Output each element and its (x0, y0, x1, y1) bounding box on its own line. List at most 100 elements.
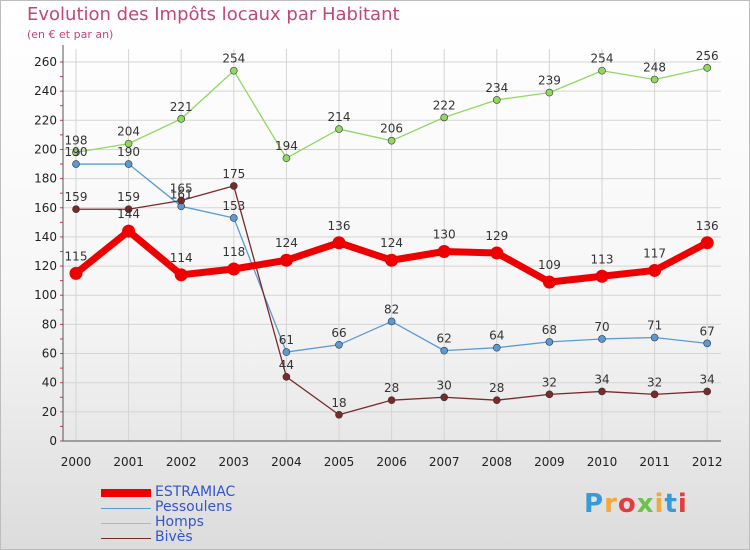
data-label-bives: 18 (331, 396, 346, 410)
x-tick-label: 2000 (61, 455, 92, 469)
data-point-bives (440, 393, 449, 402)
y-tick-label: 260 (34, 55, 57, 69)
data-point-bives (650, 390, 659, 399)
logo-letter: r (604, 489, 618, 519)
data-label-homps: 204 (117, 125, 140, 139)
data-point-estramiac (490, 246, 504, 260)
x-tick-label: 2008 (482, 455, 513, 469)
legend-swatch (101, 508, 151, 509)
data-label-bives: 32 (542, 375, 557, 389)
data-label-bives: 28 (489, 381, 504, 395)
data-point-homps (440, 113, 449, 122)
proxiti-logo: Proxiti (584, 489, 688, 519)
logo-letter: i (677, 489, 688, 519)
data-label-homps: 254 (222, 52, 245, 66)
data-label-pessoulens: 68 (542, 323, 557, 337)
data-label-pessoulens: 161 (170, 187, 193, 201)
data-label-pessoulens: 190 (65, 145, 88, 159)
data-point-estramiac (385, 253, 399, 267)
data-label-bives: 34 (594, 372, 609, 386)
legend-swatch (101, 489, 151, 497)
data-point-estramiac (700, 236, 714, 250)
x-tick-label: 2001 (113, 455, 144, 469)
logo-letter: t (664, 489, 678, 519)
legend-label: ESTRAMIAC (155, 484, 236, 500)
data-label-pessoulens: 64 (489, 329, 504, 343)
line-chart: 0 20 40 60 80 100 120 140 160 180 200 220 240 260 2000… (34, 45, 722, 469)
data-point-estramiac (122, 224, 136, 238)
data-label-pessoulens: 190 (117, 145, 140, 159)
y-tick-label: 140 (34, 230, 57, 244)
data-point-estramiac (279, 253, 293, 267)
x-tick-label: 2003 (219, 455, 250, 469)
y-tick-label: 60 (42, 347, 57, 361)
data-point-estramiac (595, 269, 609, 283)
data-label-estramiac: 130 (433, 228, 456, 242)
data-point-pessoulens (703, 339, 712, 348)
data-label-pessoulens: 153 (222, 199, 245, 213)
data-label-pessoulens: 67 (700, 324, 715, 338)
logo-letter: x (636, 489, 655, 519)
data-label-homps: 254 (591, 52, 614, 66)
data-label-estramiac: 114 (170, 251, 193, 265)
data-point-bives (703, 387, 712, 396)
x-tick-label: 2010 (587, 455, 618, 469)
x-tick-label: 2011 (639, 455, 670, 469)
data-point-bives (124, 205, 133, 214)
data-label-homps: 248 (643, 60, 666, 74)
data-label-estramiac: 136 (696, 219, 719, 233)
logo-letter: o (617, 489, 637, 519)
y-tick-label: 0 (49, 434, 57, 448)
data-label-homps: 234 (485, 81, 508, 95)
data-point-homps (72, 148, 80, 157)
data-label-pessoulens: 61 (279, 333, 294, 347)
series-layer (69, 64, 714, 419)
data-point-bives (387, 396, 396, 404)
x-tick-label: 2005 (324, 455, 355, 469)
legend-label: Homps (155, 514, 204, 530)
data-point-homps (492, 96, 501, 104)
data-label-homps: 194 (275, 139, 298, 153)
data-label-bives: 165 (170, 181, 193, 195)
axes: 0 20 40 60 80 100 120 140 160 180 200 220 240 260 2000… (34, 45, 722, 469)
data-point-estramiac (174, 268, 188, 282)
data-label-estramiac: 136 (328, 219, 351, 233)
data-point-pessoulens (282, 348, 291, 356)
data-point-pessoulens (545, 338, 554, 346)
x-tick-label: 2007 (429, 455, 460, 469)
data-point-homps (598, 66, 606, 75)
data-label-estramiac: 124 (275, 236, 298, 250)
data-point-homps (387, 136, 396, 145)
y-tick-label: 160 (34, 201, 57, 215)
x-tick-label: 2002 (166, 455, 197, 469)
data-label-homps: 198 (65, 133, 88, 147)
data-label-bives: 44 (279, 358, 294, 372)
data-label-estramiac: 117 (643, 246, 666, 260)
data-label-estramiac: 129 (485, 229, 508, 243)
data-point-pessoulens (492, 343, 501, 352)
data-label-pessoulens: 71 (647, 319, 662, 333)
data-point-homps (124, 139, 133, 148)
data-label-bives: 175 (222, 167, 245, 181)
data-label-homps: 221 (170, 100, 193, 114)
data-point-pessoulens (124, 160, 133, 168)
data-point-pessoulens (650, 333, 659, 342)
data-point-bives (492, 396, 501, 404)
y-tick-label: 200 (34, 142, 57, 156)
data-label-homps: 256 (696, 49, 719, 63)
data-point-estramiac (648, 263, 662, 277)
y-tick-label: 20 (42, 405, 57, 419)
data-label-bives: 34 (700, 372, 715, 386)
y-tick-label: 180 (34, 172, 57, 186)
x-tick-label: 2012 (692, 455, 723, 469)
data-point-pessoulens (598, 335, 606, 343)
data-point-bives (598, 387, 606, 396)
data-point-bives (282, 373, 291, 381)
data-point-pessoulens (72, 160, 80, 168)
data-label-homps: 206 (380, 122, 403, 136)
data-label-homps: 214 (328, 110, 351, 124)
chart-subtitle: (en € et par an) (27, 28, 114, 41)
data-label-estramiac: 124 (380, 236, 403, 250)
data-label-homps: 222 (433, 98, 456, 112)
